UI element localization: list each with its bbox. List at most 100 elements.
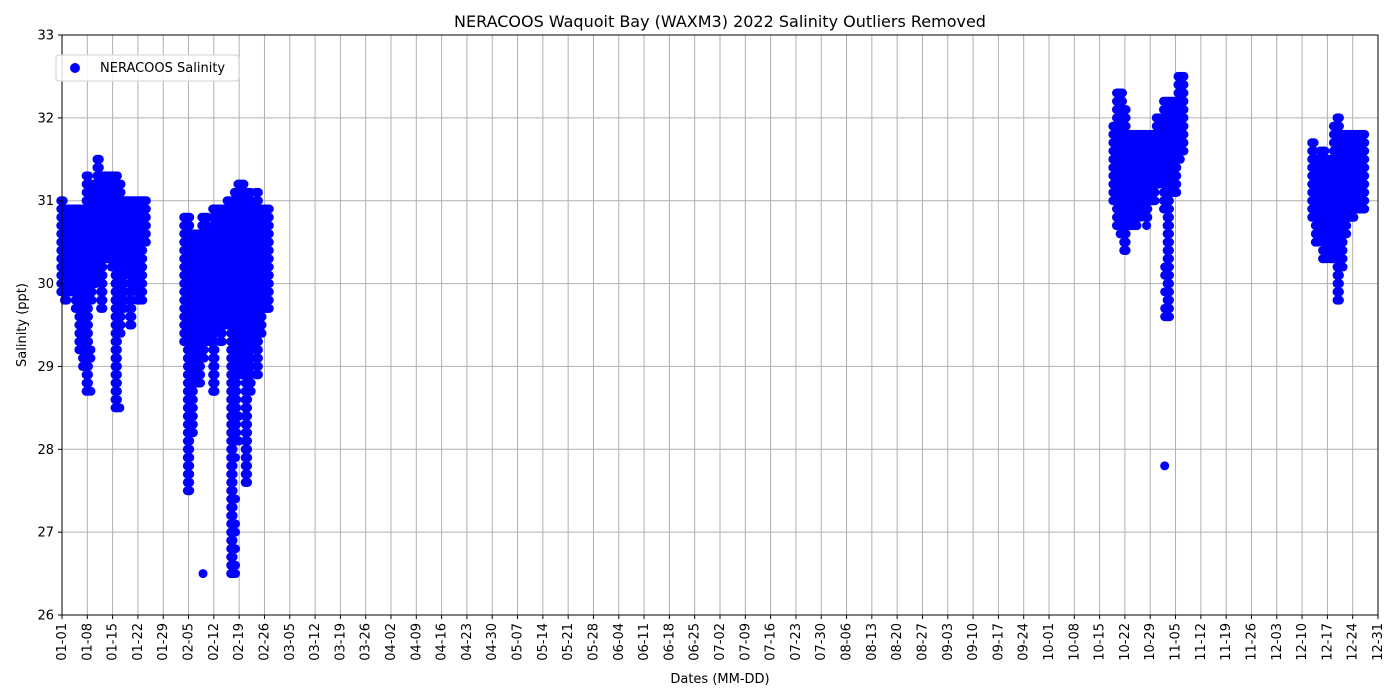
data-point bbox=[1120, 245, 1130, 255]
data-point bbox=[228, 502, 238, 512]
data-point bbox=[185, 486, 195, 496]
data-point bbox=[116, 328, 126, 338]
data-point bbox=[210, 361, 220, 371]
data-point bbox=[243, 469, 253, 479]
x-tick-label: 05-07 bbox=[511, 623, 526, 661]
x-tick-label: 06-25 bbox=[688, 623, 703, 661]
data-point bbox=[1179, 71, 1189, 81]
data-point bbox=[187, 428, 197, 438]
data-point bbox=[111, 370, 121, 380]
x-tick-label: 06-04 bbox=[612, 623, 627, 661]
data-point bbox=[1113, 221, 1123, 231]
data-point bbox=[1360, 171, 1370, 181]
data-point bbox=[241, 477, 251, 487]
x-tick-label: 07-30 bbox=[814, 623, 829, 661]
data-point bbox=[111, 386, 121, 396]
data-point bbox=[1118, 96, 1128, 106]
data-point bbox=[217, 337, 227, 347]
data-point bbox=[112, 378, 122, 388]
x-tick-label: 03-26 bbox=[359, 623, 374, 661]
data-point bbox=[232, 419, 242, 429]
grid-layer bbox=[61, 34, 1379, 616]
data-point bbox=[86, 386, 96, 396]
x-tick-label: 05-14 bbox=[536, 623, 551, 661]
data-point bbox=[185, 221, 195, 231]
data-point bbox=[1360, 187, 1370, 197]
data-point bbox=[126, 320, 136, 330]
data-point bbox=[252, 370, 262, 380]
data-point bbox=[98, 270, 108, 280]
x-tick-label: 01-15 bbox=[106, 623, 121, 661]
data-point bbox=[1342, 221, 1352, 231]
data-point bbox=[84, 361, 94, 371]
data-point bbox=[1360, 179, 1370, 189]
y-tick-label: 30 bbox=[37, 277, 54, 292]
data-point bbox=[253, 337, 263, 347]
data-point bbox=[1160, 287, 1170, 297]
x-tick-label: 10-01 bbox=[1042, 623, 1057, 661]
data-point bbox=[228, 461, 238, 471]
data-point bbox=[231, 494, 241, 504]
data-point bbox=[264, 287, 274, 297]
data-point bbox=[82, 328, 92, 338]
data-point bbox=[210, 345, 220, 355]
data-point bbox=[264, 262, 274, 272]
x-tick-label: 05-21 bbox=[561, 623, 576, 661]
x-tick-label: 02-05 bbox=[182, 623, 197, 661]
data-point bbox=[1179, 80, 1189, 90]
data-point bbox=[1124, 221, 1134, 231]
data-point bbox=[115, 403, 125, 413]
data-point bbox=[1165, 204, 1175, 214]
data-point bbox=[210, 378, 220, 388]
data-point bbox=[1160, 312, 1170, 322]
data-point bbox=[188, 411, 198, 421]
data-point bbox=[141, 196, 151, 206]
x-tick-label: 09-03 bbox=[941, 623, 956, 661]
data-point bbox=[228, 511, 238, 521]
data-point bbox=[1175, 154, 1185, 164]
data-point bbox=[141, 204, 151, 214]
data-point bbox=[1322, 245, 1332, 255]
data-point bbox=[264, 245, 274, 255]
data-point bbox=[1179, 105, 1189, 115]
x-tick-label: 04-23 bbox=[460, 623, 475, 661]
data-point bbox=[257, 312, 267, 322]
y-tick-label: 29 bbox=[37, 360, 54, 375]
data-point bbox=[112, 337, 122, 347]
data-point bbox=[185, 212, 195, 222]
data-point bbox=[1160, 262, 1170, 272]
legend: NERACOOS Salinity bbox=[55, 54, 240, 82]
data-point bbox=[1118, 88, 1128, 98]
data-point bbox=[1179, 138, 1189, 148]
data-point bbox=[243, 411, 253, 421]
data-point bbox=[198, 569, 208, 579]
data-point bbox=[199, 345, 209, 355]
data-point bbox=[264, 303, 274, 313]
x-tick-label: 07-09 bbox=[738, 623, 753, 661]
y-tick-label: 26 bbox=[37, 609, 54, 624]
data-point bbox=[84, 303, 94, 313]
data-point bbox=[98, 287, 108, 297]
data-point bbox=[1333, 279, 1343, 289]
data-point bbox=[1120, 237, 1130, 247]
data-point bbox=[116, 187, 126, 197]
data-point bbox=[1165, 229, 1175, 239]
y-tick-label: 27 bbox=[37, 526, 54, 541]
data-point bbox=[185, 453, 195, 463]
data-point bbox=[243, 461, 253, 471]
x-tick-label: 01-01 bbox=[55, 623, 70, 661]
data-point bbox=[253, 361, 263, 371]
data-point bbox=[116, 179, 126, 189]
data-point bbox=[264, 270, 274, 280]
data-point bbox=[138, 270, 148, 280]
data-point bbox=[1360, 163, 1370, 173]
data-point bbox=[234, 411, 244, 421]
data-point bbox=[1165, 221, 1175, 231]
data-point bbox=[231, 544, 241, 554]
data-point bbox=[1338, 254, 1348, 264]
data-point bbox=[112, 353, 122, 363]
x-tick-label: 12-24 bbox=[1346, 623, 1361, 661]
data-point bbox=[264, 204, 274, 214]
data-point bbox=[1338, 237, 1348, 247]
data-point bbox=[231, 560, 241, 570]
